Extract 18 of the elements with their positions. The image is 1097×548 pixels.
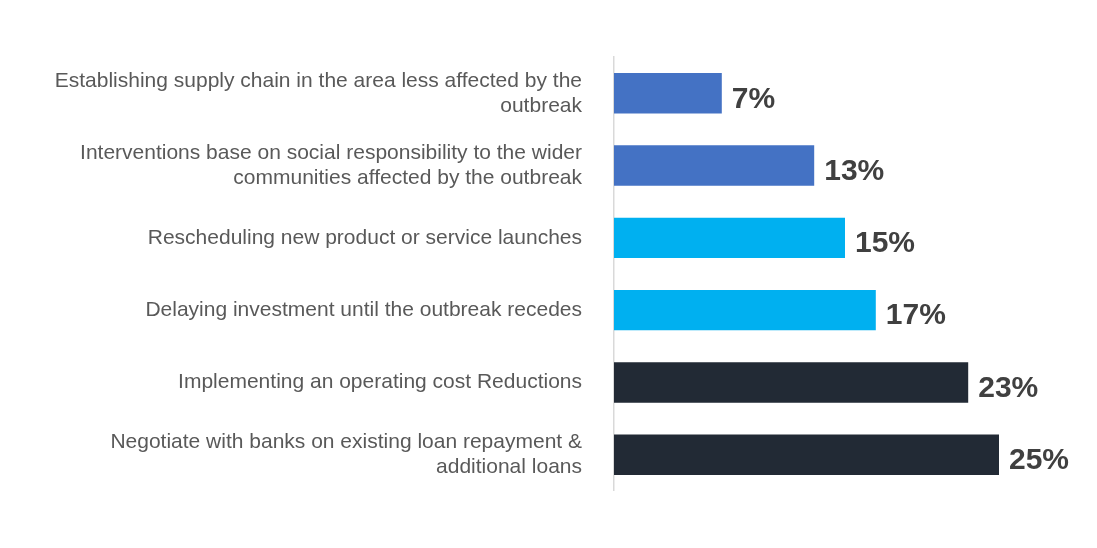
y-tick-label: Rescheduling new product or service launches — [147, 224, 582, 248]
y-tick-label: Delaying investment until the outbreak recedes — [145, 296, 582, 320]
data-label: 25% — [1009, 441, 1070, 475]
data-label: 17% — [885, 297, 946, 331]
data-label: 13% — [824, 152, 885, 186]
bar — [614, 145, 815, 186]
y-tick-label: Implementing an operating cost Reductions — [178, 369, 582, 393]
bar — [614, 362, 969, 403]
y-tick-label: Establishing supply chain in the area less affected by the outbreak — [54, 67, 583, 116]
bar — [614, 217, 845, 259]
data-label: 7% — [731, 80, 776, 114]
y-tick-label: Negotiate with banks on existing loan repayment & additional loans — [110, 428, 582, 478]
bar — [614, 434, 999, 475]
data-label: 23% — [978, 369, 1039, 403]
y-tick-label: Interventions base on social responsibility to the wider communities affected by the outbreak — [80, 139, 583, 188]
data-label: 15% — [855, 225, 916, 259]
bar — [614, 73, 722, 114]
bar — [614, 289, 876, 331]
